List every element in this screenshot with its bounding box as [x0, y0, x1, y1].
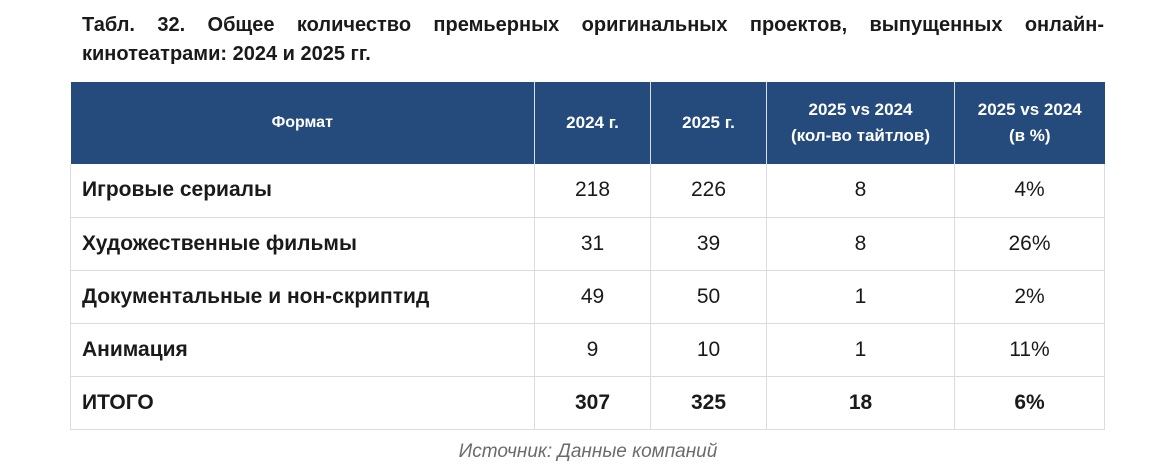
table-row: Документальные и нон-скриптид 49 50 1 2% — [70, 270, 1105, 324]
header-cell-diff-titles: 2025 vs 2024 (кол-во тайтлов) — [766, 82, 955, 164]
source-note: Источник: Данные компаний — [458, 441, 718, 462]
data-table: Формат 2024 г. 2025 г. 2025 vs 2024 (кол… — [70, 82, 1105, 430]
header-label: 2025 vs 2024 — [977, 100, 1082, 119]
format-cell: Анимация — [70, 323, 535, 377]
total-diff-pct-cell: 6% — [954, 376, 1105, 430]
value-2025-cell: 10 — [650, 323, 767, 377]
diff-titles-cell: 8 — [766, 164, 955, 218]
header-cell-diff-pct: 2025 vs 2024 (в %) — [954, 82, 1105, 164]
diff-titles-cell: 8 — [766, 217, 955, 271]
table-row: Игровые сериалы 218 226 8 4% — [70, 164, 1105, 218]
table-row: Художественные фильмы 31 39 8 26% — [70, 217, 1105, 271]
diff-titles-cell: 1 — [766, 270, 955, 324]
diff-pct-cell: 26% — [954, 217, 1105, 271]
header-cell-2025: 2025 г. — [650, 82, 767, 164]
header-label: 2024 г. — [566, 113, 619, 132]
header-label: Формат — [271, 114, 333, 131]
total-row: ИТОГО 307 325 18 6% — [70, 376, 1105, 430]
diff-pct-cell: 11% — [954, 323, 1105, 377]
header-cell-format: Формат — [70, 82, 535, 164]
value-2024-cell: 9 — [534, 323, 651, 377]
diff-pct-cell: 4% — [954, 164, 1105, 218]
value-2025-cell: 226 — [650, 164, 767, 218]
table-row: Анимация 9 10 1 11% — [70, 323, 1105, 377]
total-diff-titles-cell: 18 — [766, 376, 955, 430]
total-2025-cell: 325 — [650, 376, 767, 430]
total-2024-cell: 307 — [534, 376, 651, 430]
total-label-cell: ИТОГО — [70, 376, 535, 430]
table-caption: Табл. 32. Общее количество премьерных ор… — [82, 14, 1104, 65]
value-2025-cell: 39 — [650, 217, 767, 271]
format-cell: Документальные и нон-скриптид — [70, 270, 535, 324]
header-sublabel: (кол-во тайтлов) — [790, 126, 931, 145]
header-row: Формат 2024 г. 2025 г. 2025 vs 2024 (кол… — [70, 82, 1105, 164]
header-cell-2024: 2024 г. — [534, 82, 651, 164]
format-cell: Художественные фильмы — [70, 217, 535, 271]
header-label: 2025 г. — [682, 113, 735, 132]
diff-pct-cell: 2% — [954, 270, 1105, 324]
value-2024-cell: 31 — [534, 217, 651, 271]
header-label: 2025 vs 2024 — [808, 100, 913, 119]
header-sublabel: (в %) — [1008, 126, 1051, 145]
value-2025-cell: 50 — [650, 270, 767, 324]
value-2024-cell: 218 — [534, 164, 651, 218]
format-cell: Игровые сериалы — [70, 164, 535, 218]
diff-titles-cell: 1 — [766, 323, 955, 377]
value-2024-cell: 49 — [534, 270, 651, 324]
